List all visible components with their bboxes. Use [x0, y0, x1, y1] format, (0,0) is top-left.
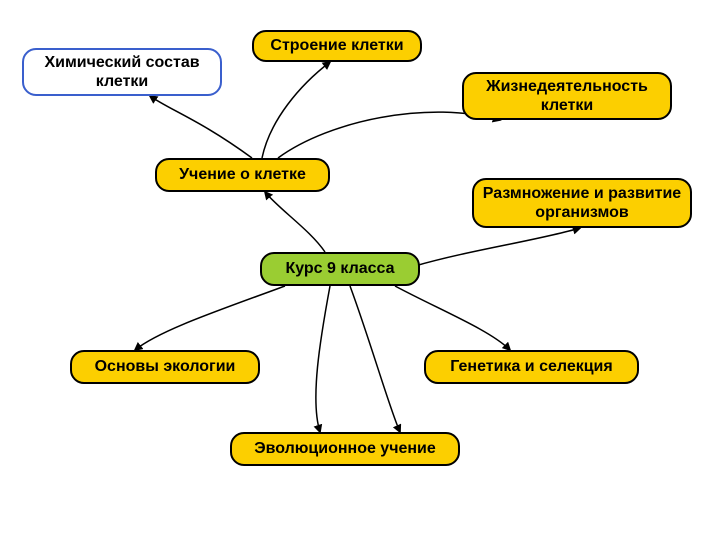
edge	[278, 112, 500, 158]
node-evolution: Эволюционное учение	[230, 432, 460, 466]
node-label: Курс 9 класса	[285, 259, 394, 278]
node-label: Учение о клетке	[179, 165, 306, 184]
node-label: Размножение и развитие организмов	[482, 184, 682, 222]
edge	[135, 286, 285, 350]
edge	[262, 62, 330, 158]
edge	[415, 228, 580, 266]
node-label: Эволюционное учение	[254, 439, 436, 458]
edge	[316, 286, 330, 432]
node-life: Жизнедеятельность клетки	[462, 72, 672, 120]
node-ecology: Основы экологии	[70, 350, 260, 384]
node-structure: Строение клетки	[252, 30, 422, 62]
node-label: Строение клетки	[270, 36, 403, 55]
edge	[265, 192, 325, 252]
node-label: Жизнедеятельность клетки	[472, 77, 662, 115]
node-genetics: Генетика и селекция	[424, 350, 639, 384]
node-chem: Химический состав клетки	[22, 48, 222, 96]
node-course: Курс 9 класса	[260, 252, 420, 286]
edge	[350, 286, 400, 432]
edge	[395, 286, 510, 350]
node-label: Химический состав клетки	[32, 53, 212, 91]
node-cell-theory: Учение о клетке	[155, 158, 330, 192]
node-reproduction: Размножение и развитие организмов	[472, 178, 692, 228]
edge	[150, 96, 252, 158]
node-label: Основы экологии	[95, 357, 236, 376]
node-label: Генетика и селекция	[450, 357, 612, 376]
